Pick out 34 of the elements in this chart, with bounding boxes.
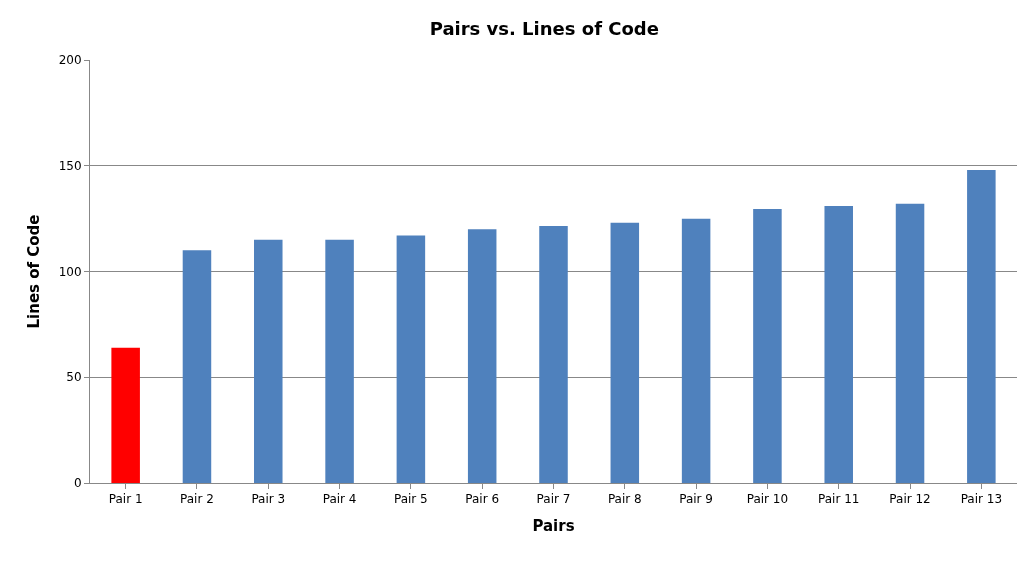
y-tick-label: 100 — [58, 264, 82, 279]
y-tick-label: 0 — [73, 476, 82, 491]
bar — [325, 239, 354, 483]
x-tick-label: Pair 13 — [960, 492, 1003, 507]
y-tick-label: 150 — [58, 158, 82, 173]
bar — [254, 239, 283, 483]
bar — [824, 205, 853, 483]
x-tick-label: Pair 6 — [465, 492, 500, 507]
bar — [967, 169, 996, 483]
x-tick-label: Pair 3 — [251, 492, 286, 507]
x-axis-title: Pairs — [532, 517, 575, 536]
bar — [610, 222, 640, 483]
bar — [753, 209, 782, 483]
bar — [681, 218, 711, 483]
y-axis-title: Lines of Code — [24, 214, 43, 329]
x-tick-label: Pair 2 — [180, 492, 214, 507]
x-tick-label: Pair 9 — [679, 492, 714, 507]
bar — [182, 250, 212, 483]
y-tick-label: 200 — [58, 53, 82, 68]
x-tick-label: Pair 4 — [322, 492, 357, 507]
y-tick-label: 50 — [66, 370, 82, 385]
x-tick-label: Pair 7 — [536, 492, 571, 507]
bar — [467, 229, 497, 483]
bar — [539, 226, 568, 483]
bar — [396, 235, 426, 483]
x-tick-label: Pair 11 — [818, 492, 860, 507]
x-tick-label: Pair 8 — [607, 492, 642, 507]
bar — [111, 347, 140, 483]
chart-title: Pairs vs. Lines of Code — [429, 18, 659, 40]
x-tick-label: Pair 10 — [746, 492, 789, 507]
x-tick-label: Pair 12 — [889, 492, 931, 507]
x-tick-label: Pair 1 — [108, 492, 143, 507]
bar — [895, 203, 925, 483]
x-tick-label: Pair 5 — [393, 492, 428, 507]
